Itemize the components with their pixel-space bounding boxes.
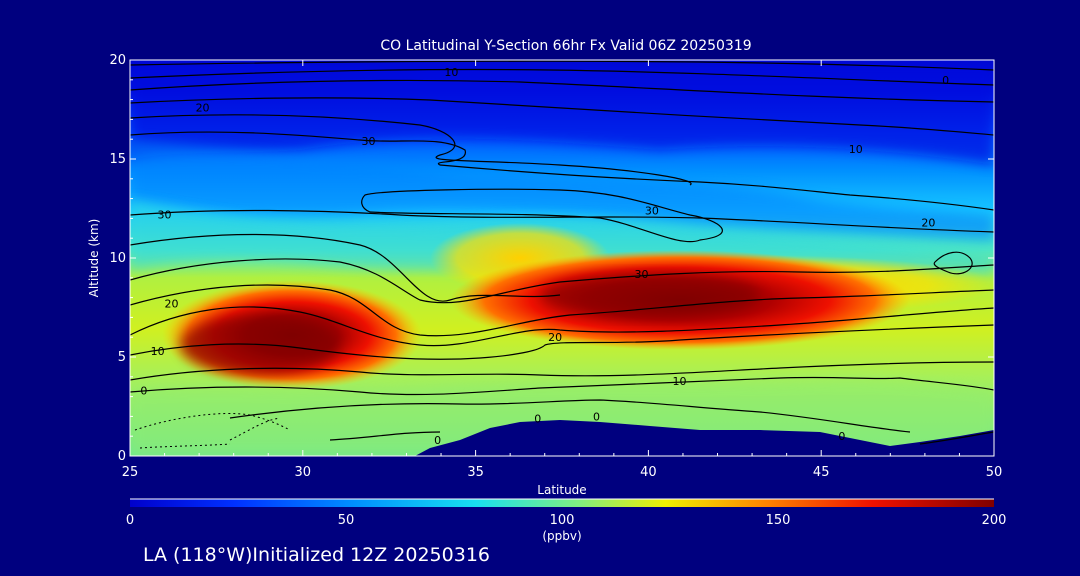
contour-line (130, 258, 994, 304)
contour-line (130, 97, 994, 136)
contour-line (919, 431, 994, 445)
terrain (130, 420, 994, 456)
colorbar-tick-label: 200 (982, 513, 1007, 528)
colorbar-unit: (ppbv) (542, 529, 581, 543)
contour-label: 30 (158, 208, 172, 221)
contour-line-dotted (139, 443, 231, 449)
contour-label: 0 (942, 74, 949, 87)
contour-label: 10 (444, 66, 458, 79)
contour-label: 0 (434, 434, 441, 447)
contour-label: 30 (645, 204, 659, 217)
x-tick-label: 50 (986, 465, 1003, 480)
colorbar: 0 50 100 150 200 (ppbv) (126, 498, 1007, 543)
y-axis-label: Altitude (km) (87, 219, 101, 298)
y-tick-label: 5 (118, 350, 126, 365)
contour-line (130, 60, 994, 71)
contour-line (130, 114, 692, 186)
contour-label: 10 (849, 143, 863, 156)
colorbar-tick-label: 0 (126, 513, 134, 528)
x-tick-label: 40 (640, 465, 657, 480)
x-axis-label: Latitude (537, 483, 586, 497)
colorbar-tick-label: 100 (550, 513, 575, 528)
contour-label: 20 (196, 102, 210, 115)
contour-line (229, 399, 911, 433)
contour-label: 0 (593, 410, 600, 423)
contour-line (130, 376, 994, 396)
contour-label: 10 (673, 375, 687, 388)
contour-label: 0 (534, 412, 541, 425)
contour-label: 20 (921, 216, 935, 229)
plot-area: 10 0 20 30 10 30 30 20 30 20 20 10 10 0 0 0 0 0 (130, 60, 994, 456)
contour-lines (130, 60, 994, 449)
contour-label: 30 (361, 135, 375, 148)
contour-labels: 10 0 20 30 10 30 30 20 30 20 20 10 10 0 0 0 0 0 (140, 66, 949, 447)
contour-line (130, 284, 994, 337)
contour-line (933, 251, 973, 275)
x-tick-label: 25 (122, 465, 139, 480)
contour-label: 0 (140, 385, 147, 398)
x-tick-label: 35 (467, 465, 484, 480)
contour-line (130, 324, 994, 360)
contour-line (329, 431, 441, 441)
contour-line (130, 306, 994, 347)
contour-label: 10 (151, 345, 165, 358)
x-tick-label: 45 (813, 465, 830, 480)
contour-label: 30 (634, 268, 648, 281)
colorbar-tick-label: 150 (766, 513, 791, 528)
y-tick-label: 0 (118, 449, 126, 464)
contour-line (130, 209, 994, 233)
chart-title: CO Latitudinal Y-Section 66hr Fx Valid 0… (380, 38, 751, 54)
contour-label: 20 (548, 331, 562, 344)
colorbar-ramp (130, 499, 994, 507)
contour-line (130, 361, 994, 381)
contour-line-dotted (134, 413, 291, 431)
contour-line (361, 188, 724, 243)
x-axis: 25 30 35 40 45 50 (122, 60, 1003, 480)
plume-east-core (540, 273, 760, 317)
colorbar-ticks: 0 50 100 150 200 (126, 513, 1007, 528)
contour-line (130, 68, 994, 86)
y-tick-label: 15 (109, 152, 126, 167)
colorbar-tick-label: 50 (338, 513, 355, 528)
y-tick-label: 10 (109, 251, 126, 266)
contour-label: 20 (164, 298, 178, 311)
x-tick-label: 30 (295, 465, 312, 480)
contour-line-dotted (229, 417, 281, 441)
footer-caption: LA (118°W)Initialized 12Z 20250316 (143, 544, 490, 566)
contour-line (130, 131, 994, 211)
y-tick-label: 20 (109, 53, 126, 68)
contour-line (130, 79, 994, 103)
y-axis: 0 5 10 15 20 (109, 53, 994, 464)
contour-label: 0 (838, 430, 845, 443)
